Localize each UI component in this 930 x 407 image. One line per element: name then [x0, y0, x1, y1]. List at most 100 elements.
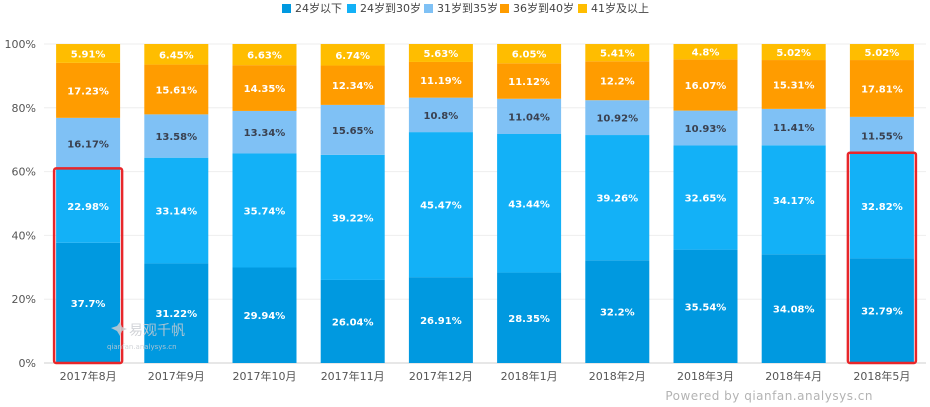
bar-segment[interactable]	[320, 65, 385, 105]
bar-segment[interactable]	[585, 135, 650, 261]
bar-segment[interactable]	[497, 63, 562, 99]
data-label: 29.94%	[244, 311, 286, 322]
bar-segment[interactable]	[408, 277, 473, 363]
bar-segment[interactable]	[320, 279, 385, 363]
bar-segment[interactable]	[56, 242, 121, 363]
x-tick-label: 2018年5月	[853, 369, 910, 383]
data-label: 32.82%	[861, 202, 903, 213]
data-label: 10.93%	[685, 124, 727, 135]
bar-segment[interactable]	[232, 267, 297, 363]
legend-label[interactable]: 41岁及以上	[591, 1, 649, 15]
bar-segment[interactable]	[144, 263, 209, 363]
bar-segment[interactable]	[408, 97, 473, 133]
y-tick-label: 80%	[12, 102, 36, 115]
bar-segment[interactable]	[408, 132, 473, 278]
data-label: 14.35%	[244, 84, 286, 95]
bar-segment[interactable]	[585, 44, 650, 62]
bar-segment[interactable]	[232, 65, 297, 111]
data-label: 39.26%	[596, 194, 638, 205]
data-label: 28.35%	[508, 314, 550, 325]
highlight-box	[52, 167, 124, 365]
data-label: 33.14%	[155, 207, 197, 218]
data-label: 37.7%	[71, 299, 106, 310]
bar-segment[interactable]	[144, 64, 209, 115]
bar-segment[interactable]	[232, 153, 297, 268]
y-tick-label: 0%	[19, 357, 36, 370]
watermark-url: qianfan.analysys.cn	[107, 343, 177, 351]
highlight-boxes	[52, 151, 918, 365]
x-tick-label: 2017年9月	[148, 369, 205, 383]
bar-segment[interactable]	[56, 169, 121, 243]
bar-segment[interactable]	[585, 61, 650, 101]
bar-segment[interactable]	[497, 133, 562, 273]
bar-segment[interactable]	[56, 117, 121, 170]
data-label: 5.63%	[424, 49, 459, 60]
bar-segment[interactable]	[232, 44, 297, 66]
bar-segment[interactable]	[673, 145, 738, 250]
bar-segment[interactable]	[56, 44, 121, 63]
bar-segment[interactable]	[673, 59, 738, 111]
bar-segment[interactable]	[320, 104, 385, 155]
watermark-brand: 易观千帆	[129, 323, 185, 339]
data-labels: 37.7% 22.98% 16.17% 17.23% 5.91% 31.22% 33.14%…	[67, 48, 902, 329]
x-tick-label: 2017年11月	[321, 369, 385, 383]
data-label: 39.22%	[332, 213, 374, 224]
data-label: 31.22%	[155, 309, 197, 320]
watermark: 易观千帆 qianfan.analysys.cn	[107, 322, 185, 351]
bar-segment[interactable]	[497, 44, 562, 64]
data-label: 10.8%	[424, 111, 459, 122]
legend-label[interactable]: 24岁以下	[295, 1, 342, 15]
bar-segment[interactable]	[849, 258, 914, 363]
bar-segment[interactable]	[144, 114, 209, 158]
bar-segment[interactable]	[761, 254, 826, 363]
bar-segment[interactable]	[761, 60, 826, 109]
bar-segment[interactable]	[497, 98, 562, 134]
bar-segment[interactable]	[408, 61, 473, 98]
data-label: 34.08%	[773, 305, 815, 316]
x-tick-label: 2018年3月	[677, 369, 734, 383]
data-label: 15.65%	[332, 126, 374, 137]
bar-segment[interactable]	[497, 272, 562, 363]
legend-label[interactable]: 31岁到35岁	[437, 1, 498, 15]
data-label: 11.12%	[508, 77, 550, 88]
legend-label[interactable]: 36岁到40岁	[513, 1, 574, 15]
bar-segment[interactable]	[56, 62, 121, 118]
bar-segment[interactable]	[761, 108, 826, 146]
bar-segment[interactable]	[232, 110, 297, 154]
bar-segment[interactable]	[585, 100, 650, 136]
data-label: 17.81%	[861, 84, 903, 95]
bar-segment[interactable]	[849, 44, 914, 61]
data-label: 5.02%	[776, 48, 811, 59]
data-label: 4.8%	[692, 48, 720, 59]
highlight-box	[846, 151, 918, 365]
bar-segment[interactable]	[585, 260, 650, 363]
legend-label[interactable]: 24岁到30岁	[360, 1, 421, 15]
bar-segment[interactable]	[673, 249, 738, 363]
bar-segment[interactable]	[673, 110, 738, 146]
bar-segment[interactable]	[320, 154, 385, 280]
data-label: 45.47%	[420, 201, 462, 212]
bar-segment[interactable]	[320, 44, 385, 66]
data-label: 32.65%	[685, 194, 727, 205]
bar-segment[interactable]	[673, 44, 738, 60]
data-label: 5.41%	[600, 49, 635, 60]
bar-segment[interactable]	[849, 116, 914, 154]
x-tick-label: 2018年1月	[501, 369, 558, 383]
x-tick-label: 2018年2月	[589, 369, 646, 383]
bar-segment[interactable]	[144, 157, 209, 264]
bar-segment[interactable]	[761, 44, 826, 61]
data-label: 13.58%	[155, 132, 197, 143]
bar-segment[interactable]	[849, 153, 914, 259]
bar-segment[interactable]	[849, 60, 914, 117]
data-label: 12.34%	[332, 81, 374, 92]
data-label: 11.41%	[773, 123, 815, 134]
x-tick-label: 2018年4月	[765, 369, 822, 383]
bar-segment[interactable]	[761, 145, 826, 255]
bar-segment[interactable]	[144, 44, 209, 65]
bar-segment[interactable]	[408, 44, 473, 62]
data-label: 13.34%	[244, 128, 286, 139]
data-label: 5.91%	[71, 49, 106, 60]
y-tick-label: 40%	[12, 229, 36, 242]
data-label: 35.74%	[244, 206, 286, 217]
